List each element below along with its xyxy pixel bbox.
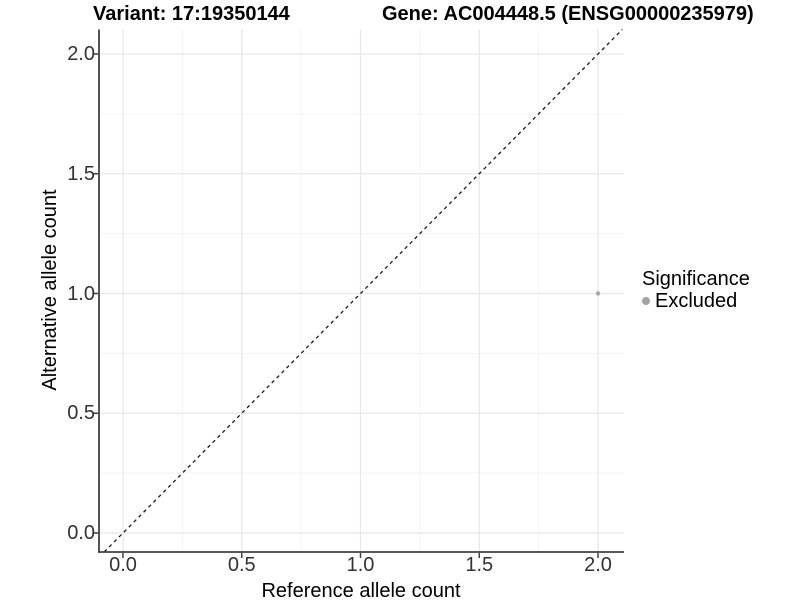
y-tick-label: 1.5 [67, 162, 95, 185]
x-tick-label: 1.5 [465, 554, 494, 576]
legend-title: Significance [642, 268, 750, 290]
x-tick-label: 0.0 [109, 554, 137, 576]
plot-title-variant: Variant: 17:19350144 [93, 3, 290, 25]
legend-item-label: Excluded [655, 289, 738, 312]
y-tick-label: 0.0 [67, 522, 95, 544]
y-tick-label: 2.0 [67, 43, 95, 65]
data-point-excluded [595, 291, 601, 296]
legend-key-dot-icon [642, 297, 650, 305]
x-axis-title: Reference allele count [261, 580, 461, 600]
y-tick-label: 1.0 [67, 282, 95, 305]
x-tick-label: 2.0 [584, 554, 612, 576]
y-axis-title: Alternative allele count [39, 189, 61, 391]
legend: Significance Excluded [638, 268, 750, 312]
x-tick-label: 0.5 [227, 554, 256, 576]
x-tick-label: 1.0 [346, 554, 375, 576]
legend-item: Excluded [642, 290, 750, 312]
legend-items: Excluded [642, 290, 750, 312]
plot-title-gene: Gene: AC004448.5 (ENSG00000235979) [382, 3, 754, 25]
y-tick-label: 0.5 [67, 402, 95, 425]
